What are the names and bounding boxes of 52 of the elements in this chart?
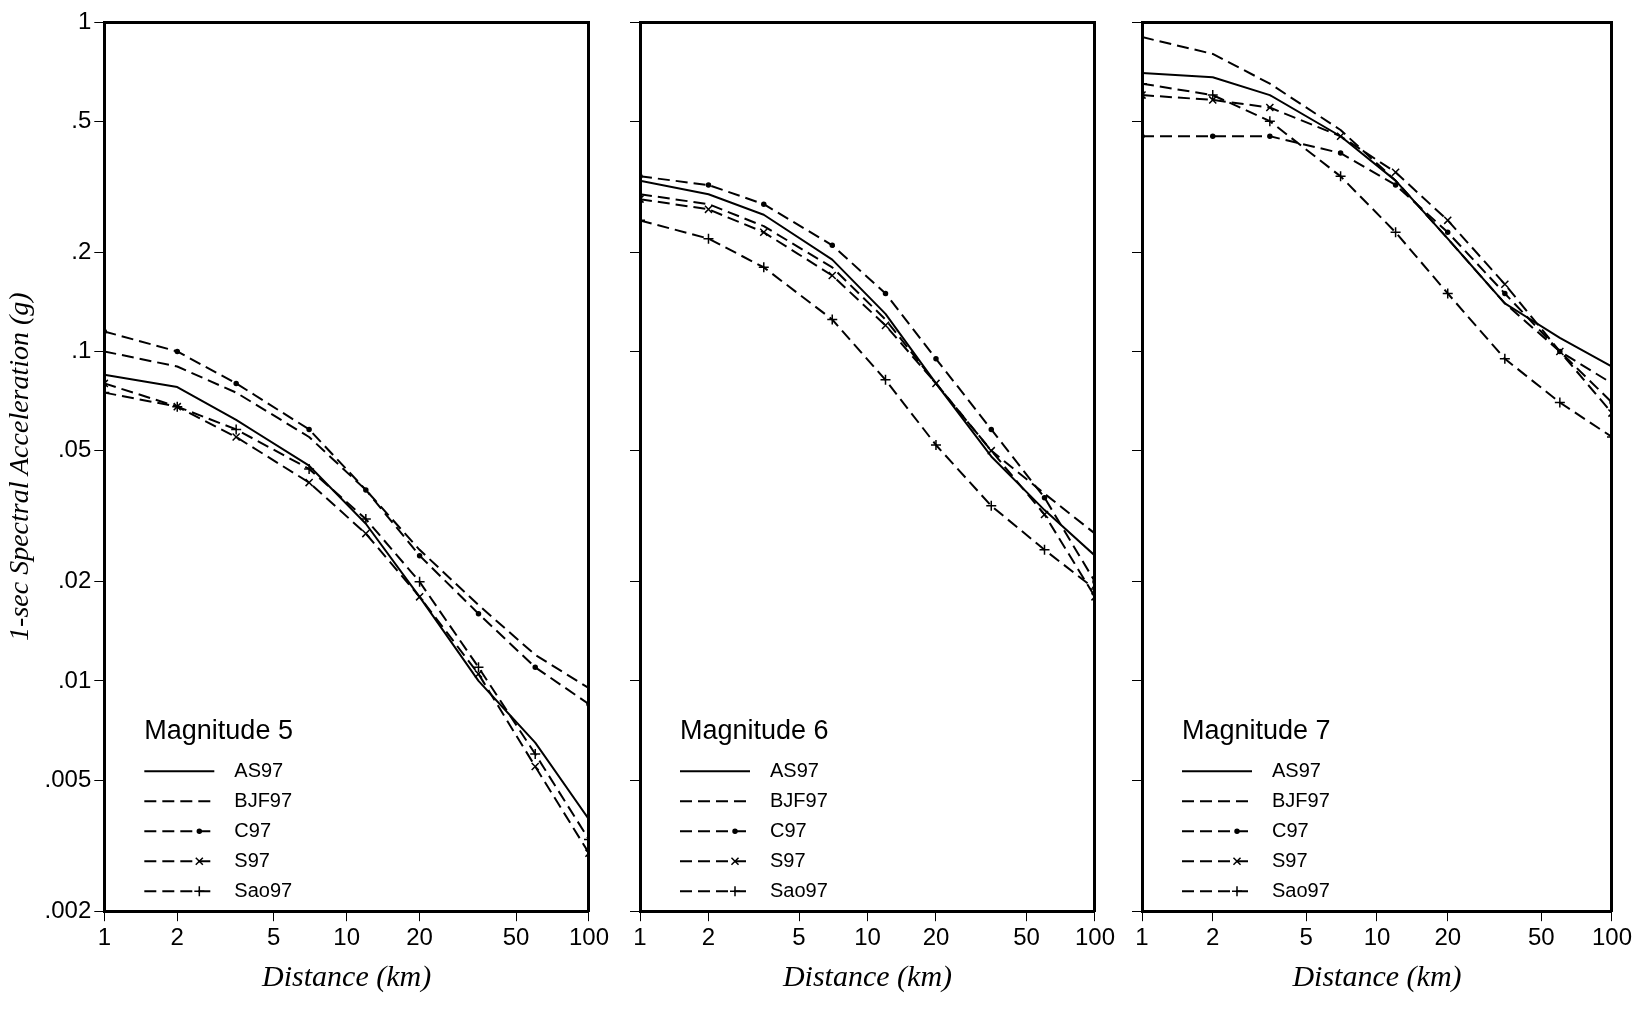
legend-label: AS97 (1272, 758, 1321, 781)
legend-label: Sao97 (1272, 878, 1330, 901)
legend-label: S97 (234, 848, 270, 871)
y-tick-label: .05 (57, 435, 92, 463)
legend-label: Sao97 (234, 878, 293, 901)
legend-label: C97 (1272, 818, 1309, 841)
x-tick-label: 5 (792, 923, 806, 951)
x-tick-label: 20 (406, 923, 433, 951)
legend-title: Magnitude 5 (144, 714, 293, 745)
x-tick-label: 100 (1591, 923, 1632, 951)
legend-label: BJF97 (770, 788, 828, 811)
legend-label: C97 (770, 818, 807, 841)
legend-label: Sao97 (770, 878, 828, 901)
x-tick-label: 50 (1013, 923, 1040, 951)
y-tick-label: 1 (77, 6, 92, 34)
x-tick-label: 50 (1527, 923, 1555, 951)
legend-label: BJF97 (1272, 788, 1330, 811)
x-tick-label: 100 (568, 923, 609, 951)
y-tick-label: .002 (44, 895, 92, 923)
y-tick-label: .02 (57, 566, 92, 594)
legend-title: Magnitude 7 (1182, 714, 1331, 745)
legend-label: AS97 (770, 758, 819, 781)
x-tick-label: 1 (97, 923, 111, 951)
x-tick-label: 1 (1135, 923, 1149, 951)
y-tick-label: .5 (71, 105, 92, 133)
x-tick-label: 5 (267, 923, 281, 951)
x-tick-label: 100 (1074, 923, 1115, 951)
legend-label: S97 (770, 848, 806, 871)
x-axis-title: Distance (km) (781, 958, 953, 993)
x-tick-label: 10 (1363, 923, 1391, 951)
legend-label: C97 (234, 818, 272, 841)
y-tick-label: .01 (57, 665, 92, 693)
x-tick-label: 2 (701, 923, 716, 951)
x-tick-label: 5 (1299, 923, 1313, 951)
x-tick-label: 10 (854, 923, 881, 951)
x-tick-label: 1 (633, 923, 647, 951)
legend-label: AS97 (234, 758, 284, 781)
legend-label: BJF97 (234, 788, 293, 811)
y-tick-label: .005 (44, 764, 92, 792)
x-tick-label: 2 (170, 923, 184, 951)
y-tick-label: .1 (71, 336, 92, 364)
legend-title: Magnitude 6 (680, 714, 829, 745)
x-axis-title: Distance (km) (261, 958, 432, 993)
x-tick-label: 50 (502, 923, 530, 951)
x-axis-title: Distance (km) (1291, 958, 1462, 993)
y-axis-title: 1-sec Spectral Acceleration (g) (3, 292, 35, 641)
y-tick-label: .2 (71, 236, 92, 264)
legend-label: S97 (1272, 848, 1308, 871)
x-tick-label: 2 (1206, 923, 1220, 951)
x-tick-label: 20 (1434, 923, 1462, 951)
x-tick-label: 10 (333, 923, 360, 951)
x-tick-label: 20 (922, 923, 950, 951)
